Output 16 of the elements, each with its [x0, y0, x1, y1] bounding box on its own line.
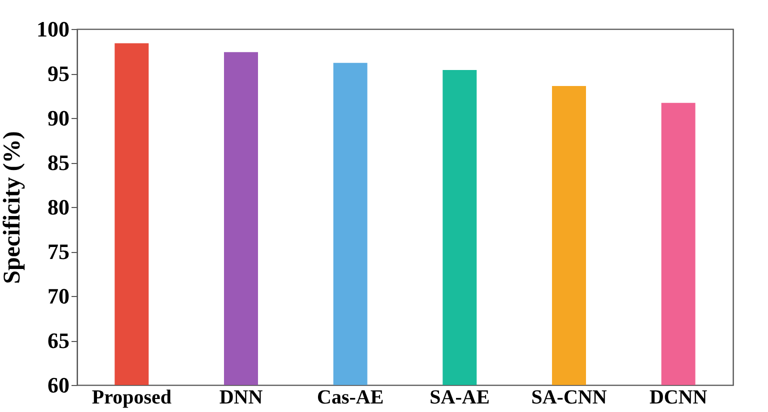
y-axis-title: Specificity (%): [0, 131, 26, 284]
y-tick-label: 65: [48, 328, 70, 353]
y-tick-label: 100: [36, 16, 70, 42]
x-tick-label: Proposed: [92, 386, 172, 408]
y-tick-label: 70: [48, 284, 70, 308]
y-tick-label: 85: [48, 150, 70, 175]
x-tick-label: SA-CNN: [531, 386, 608, 408]
x-tick-label: DNN: [219, 386, 264, 408]
y-tick-label: 95: [48, 61, 70, 86]
x-tick-label: SA-AE: [430, 386, 490, 408]
y-tick-label: 60: [48, 372, 70, 398]
y-tick-label: 80: [48, 194, 70, 220]
x-tick-label: DCNN: [649, 386, 708, 408]
y-tick-label: 90: [48, 106, 70, 130]
y-tick-label: 75: [48, 239, 70, 264]
x-tick-label: Cas-AE: [316, 386, 384, 408]
